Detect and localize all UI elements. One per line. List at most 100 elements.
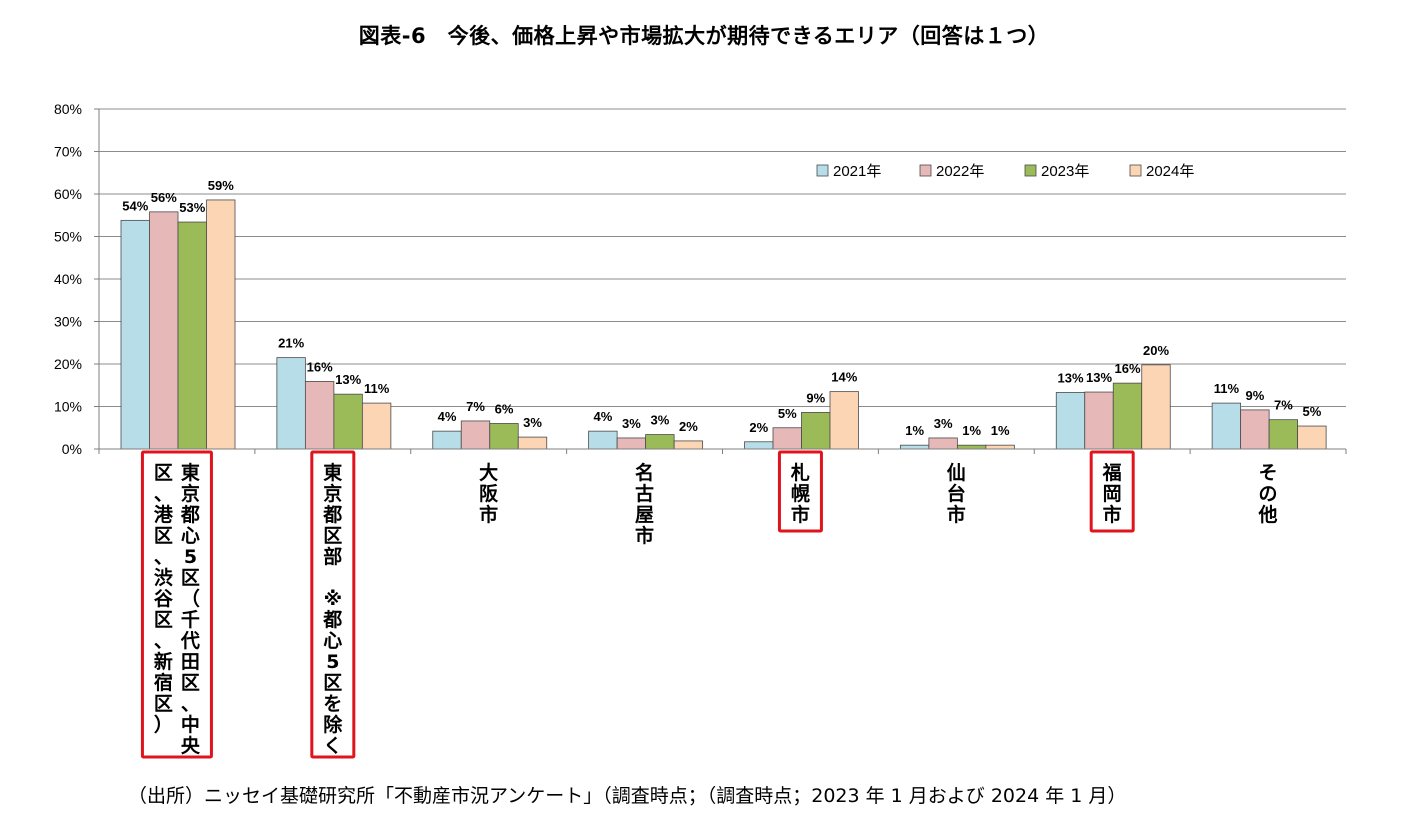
bar [829, 391, 859, 450]
bar [276, 357, 306, 450]
category-label: 福岡市 [1102, 461, 1122, 526]
bar [588, 430, 618, 450]
category-label-char: そ [1259, 462, 1278, 484]
data-label: 13% [1086, 370, 1112, 385]
legend-swatch [1024, 164, 1037, 177]
category-label-char: 都 [180, 504, 200, 526]
bar [956, 444, 987, 450]
data-label: 3% [934, 416, 953, 431]
bar [361, 402, 392, 450]
bar [149, 211, 179, 450]
y-tick-label: 80% [54, 101, 82, 117]
category-label-char: 区 [154, 693, 173, 715]
bar [460, 420, 491, 450]
data-label: 7% [1274, 398, 1293, 413]
legend-swatch [919, 164, 932, 177]
data-label: 5% [778, 406, 797, 421]
category-label: 大阪市 [479, 461, 499, 526]
bar [616, 437, 647, 450]
bar [899, 444, 930, 450]
category-label-char: 区 [323, 525, 342, 547]
category-label-char: を [323, 693, 342, 715]
category-label-char: 、 [154, 630, 173, 652]
category-label-char: 東 [323, 461, 342, 484]
category-label-char: 屋 [635, 504, 654, 526]
y-tick-label: 10% [54, 399, 82, 415]
bar [120, 219, 150, 450]
bar [772, 427, 802, 450]
category-label-char: 市 [791, 503, 810, 526]
category-label-char: 区 [154, 525, 173, 547]
category-label-char: 東 [181, 461, 200, 484]
category-label-char: 区 [154, 462, 173, 484]
category-label-char: 区 [181, 672, 200, 694]
category-label-char: の [1259, 483, 1278, 505]
category-label-char: 都 [322, 609, 342, 631]
category-label-char: 阪 [479, 482, 499, 505]
category-label-char: 名 [635, 461, 654, 484]
bar [304, 381, 335, 450]
y-tick-label: 30% [54, 314, 82, 330]
category-label-char: 市 [947, 503, 966, 526]
category-label-char: 仙 [947, 461, 966, 484]
bar [1297, 425, 1327, 450]
data-label: 9% [1245, 388, 1264, 403]
bar [1211, 402, 1242, 450]
bar [985, 444, 1015, 450]
data-label: 4% [593, 409, 612, 424]
bar [489, 423, 519, 450]
bar [744, 441, 774, 450]
category-label-char: 部 [323, 545, 342, 568]
source-note: （出所）ニッセイ基礎研究所「不動産市況アンケート」（調査時点；（調査時点；202… [128, 785, 1127, 807]
data-label: 13% [335, 372, 361, 387]
y-tick-label: 0% [62, 441, 82, 457]
data-label: 6% [495, 402, 514, 417]
data-label: 2% [749, 420, 768, 435]
category-label-char: 札 [790, 461, 810, 484]
data-label: 2% [679, 419, 698, 434]
category-label-char: 央 [181, 734, 201, 757]
category-label: 仙台市 [947, 461, 966, 526]
bar [1084, 391, 1114, 450]
category-label-char: 心 [181, 525, 200, 547]
data-label: 16% [1114, 361, 1140, 376]
category-label-char [323, 567, 342, 589]
legend-label: 2024年 [1146, 163, 1194, 180]
legend-label: 2022年 [936, 163, 984, 180]
category-label-char: 港 [154, 504, 174, 526]
data-label: 11% [364, 381, 390, 396]
category-label-char: 都 [322, 504, 342, 526]
legend-swatch [816, 164, 829, 177]
category-label-char: 中 [181, 713, 200, 736]
data-label: 1% [905, 423, 924, 438]
category-label-char: （ [181, 587, 200, 610]
data-label: 3% [650, 413, 669, 428]
category-label-char: 市 [635, 524, 654, 547]
highlight-box [1089, 450, 1135, 533]
category-label: その他 [1258, 462, 1278, 526]
category-label-char: 代 [180, 630, 200, 652]
bar [1055, 392, 1086, 450]
category-label-char: 千 [181, 609, 200, 631]
data-label: 16% [307, 359, 333, 374]
category-label-char: 、 [154, 483, 173, 505]
category-label-char: 田 [181, 651, 200, 673]
highlight-box [140, 450, 213, 759]
category-label-char: 古 [635, 482, 654, 505]
data-label: 20% [1143, 343, 1169, 358]
category-label-char: 5 [326, 651, 339, 673]
data-label: 3% [523, 415, 542, 430]
category-label-char: 、 [181, 693, 200, 715]
category-label-char: 幌 [791, 482, 810, 505]
data-label: 7% [466, 399, 485, 414]
data-label: 53% [179, 200, 205, 215]
bar [801, 412, 831, 450]
legend-label: 2021年 [833, 163, 881, 180]
category-label-char: 心 [323, 630, 342, 652]
y-tick-label: 70% [54, 144, 82, 160]
y-tick-label: 60% [54, 186, 82, 202]
